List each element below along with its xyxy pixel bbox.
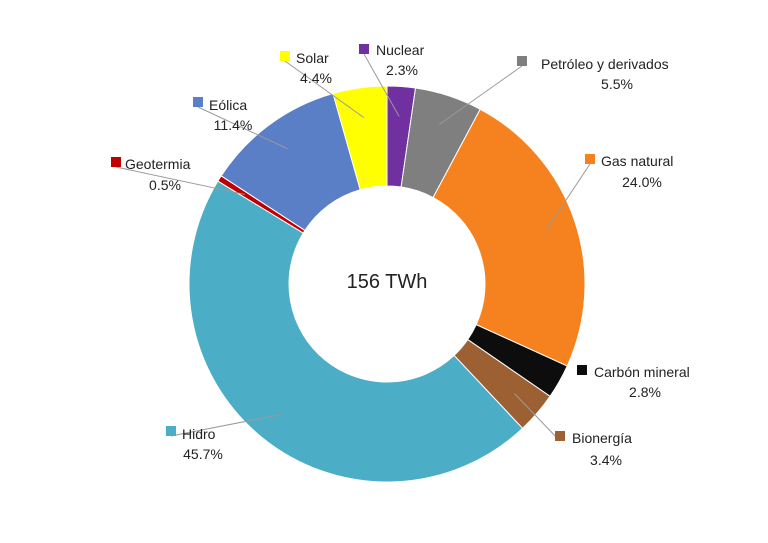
leader-line — [363, 53, 400, 117]
slice-value-label: 24.0% — [622, 174, 662, 190]
donut-slices — [188, 85, 586, 483]
slice-name-label: Nuclear — [376, 42, 425, 58]
slice-value-label: 45.7% — [183, 446, 223, 462]
leader-lines — [115, 53, 591, 442]
slice-hidro — [188, 180, 524, 483]
leader-line — [514, 393, 561, 442]
slice-name-label: Eólica — [209, 97, 247, 113]
slice-value-label: 5.5% — [601, 76, 633, 92]
leader-line — [545, 163, 591, 231]
leader-line — [170, 413, 282, 437]
legend-swatch — [577, 365, 587, 375]
center-total-label: 156 TWh — [347, 271, 428, 293]
leader-line — [439, 65, 523, 125]
legend-swatch — [585, 154, 595, 164]
slice-name-label: Hidro — [182, 426, 216, 442]
legend-swatch — [517, 56, 527, 66]
slice-value-label: 3.4% — [590, 452, 622, 468]
slice-name-label: Gas natural — [601, 153, 673, 169]
legend-swatch — [359, 44, 369, 54]
slice-name-label: Carbón mineral — [594, 364, 690, 380]
leader-line — [115, 166, 245, 195]
slice-solar — [332, 85, 388, 191]
leader-line — [197, 106, 288, 150]
slice-value-label: 0.5% — [149, 177, 181, 193]
slice-name-label: Geotermia — [125, 156, 191, 172]
slice-name-label: Petróleo y derivados — [541, 56, 669, 72]
slice-labels: Nuclear 2.3% Petróleo y derivados 5.5% Gas n… — [111, 42, 690, 468]
legend-swatch — [166, 426, 176, 436]
legend-swatch — [111, 157, 121, 167]
slice-value-label: 4.4% — [300, 70, 332, 86]
leader-line — [284, 60, 365, 119]
legend-swatch — [193, 97, 203, 107]
slice-gas-natural — [432, 108, 586, 367]
slice-name-label: Solar — [296, 50, 329, 66]
slice-name-label: Bionergía — [572, 430, 632, 446]
legend-swatch — [280, 51, 290, 61]
slice-value-label: 2.3% — [386, 62, 418, 78]
legend-swatch — [555, 431, 565, 441]
slice-value-label: 2.8% — [629, 384, 661, 400]
slice-value-label: 11.4% — [214, 117, 253, 133]
